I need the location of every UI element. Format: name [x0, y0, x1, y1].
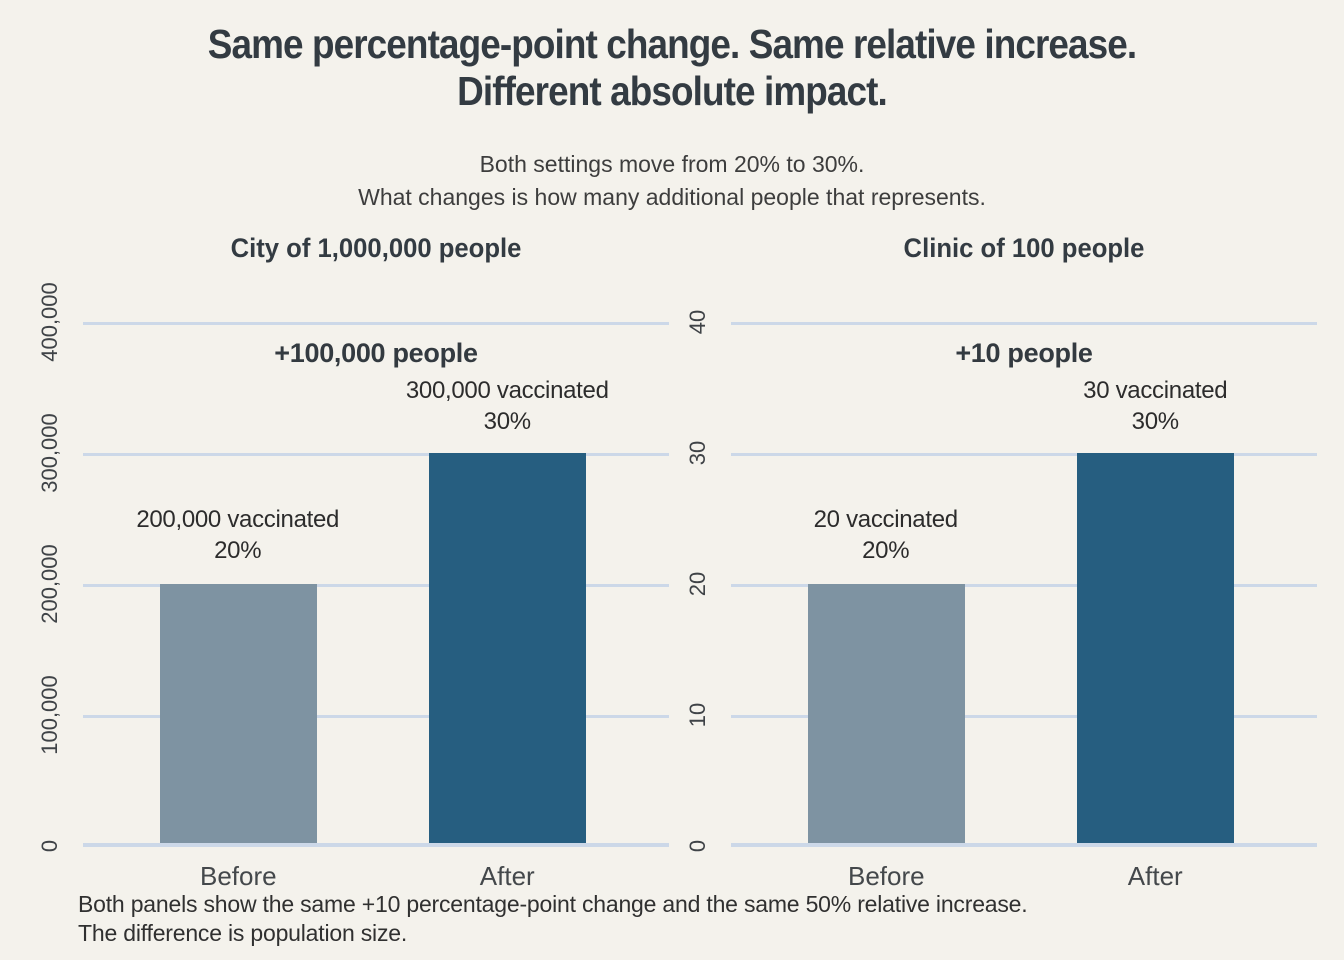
after-bar-annotation: 300,000 vaccinated 30%	[406, 375, 609, 437]
y-tick-label: 300,000	[37, 413, 62, 493]
gridline	[731, 321, 1317, 325]
delta-annotation: +10 people	[955, 338, 1093, 368]
gridline	[731, 452, 1317, 456]
x-tick-label: After	[479, 861, 535, 891]
before-bar-annotation: 200,000 vaccinated 20%	[136, 504, 339, 566]
y-tick-label: 30	[685, 440, 710, 466]
after-bar-annotation-line2: 30%	[483, 408, 531, 435]
y-tick-label: 0	[37, 839, 62, 853]
plot-area-city: +100,000 people 300,000 vaccinated 30% 2…	[37, 282, 669, 891]
gridline	[83, 321, 669, 325]
figure-title-line2: Different absolute impact.	[457, 68, 888, 114]
y-tick-label: 40	[685, 309, 710, 335]
y-tick-label: 100,000	[37, 675, 62, 755]
bar-before	[807, 584, 965, 843]
after-bar-annotation-line1: 300,000 vaccinated	[405, 377, 609, 404]
bar-after	[1076, 453, 1234, 843]
before-bar-annotation-line2: 20%	[862, 537, 910, 564]
gridline	[83, 583, 669, 587]
bar-after	[428, 453, 586, 843]
gridline	[731, 583, 1317, 587]
panel-title-clinic: Clinic of 100 people	[903, 233, 1145, 263]
figure-subtitle: Both settings move from 20% to 30%. What…	[0, 148, 1344, 214]
figure-caption-line1: Both panels show the same +10 percentage…	[78, 891, 1028, 917]
gridline	[731, 843, 1317, 847]
gridline	[83, 714, 669, 718]
figure-title: Same percentage-point change. Same relat…	[67, 21, 1277, 115]
figure-title-line1: Same percentage-point change. Same relat…	[207, 21, 1137, 67]
y-tick-label: 200,000	[37, 544, 62, 624]
after-bar-annotation-line1: 30 vaccinated	[1083, 377, 1228, 404]
y-tick-label: 400,000	[37, 282, 62, 362]
y-tick-label: 20	[685, 571, 710, 597]
figure-subtitle-line1: Both settings move from 20% to 30%.	[479, 151, 865, 177]
before-bar-annotation-line1: 200,000 vaccinated	[136, 506, 340, 533]
figure-caption-line2: The difference is population size.	[78, 920, 408, 946]
after-bar-annotation: 30 vaccinated 30%	[1083, 375, 1228, 437]
after-bar-annotation-line2: 30%	[1131, 408, 1179, 435]
y-tick-label: 10	[685, 702, 710, 728]
bar-before	[159, 584, 317, 843]
before-bar-annotation-line2: 20%	[214, 537, 262, 564]
plot-area-clinic: +10 people 30 vaccinated 30% 20 vaccinat…	[685, 310, 1317, 891]
x-tick-label: After	[1127, 861, 1183, 891]
delta-annotation: +100,000 people	[274, 338, 478, 368]
gridline	[731, 714, 1317, 718]
panel-title-city: City of 1,000,000 people	[230, 233, 522, 263]
y-tick-label: 0	[685, 839, 710, 853]
figure-subtitle-line2: What changes is how many additional peop…	[358, 184, 986, 210]
gridline	[83, 452, 669, 456]
gridline	[83, 843, 669, 847]
x-tick-label: Before	[847, 861, 925, 891]
before-bar-annotation-line1: 20 vaccinated	[813, 506, 959, 533]
before-bar-annotation: 20 vaccinated 20%	[813, 504, 959, 566]
figure-caption: Both panels show the same +10 percentage…	[78, 890, 1028, 948]
x-tick-label: Before	[199, 861, 277, 891]
